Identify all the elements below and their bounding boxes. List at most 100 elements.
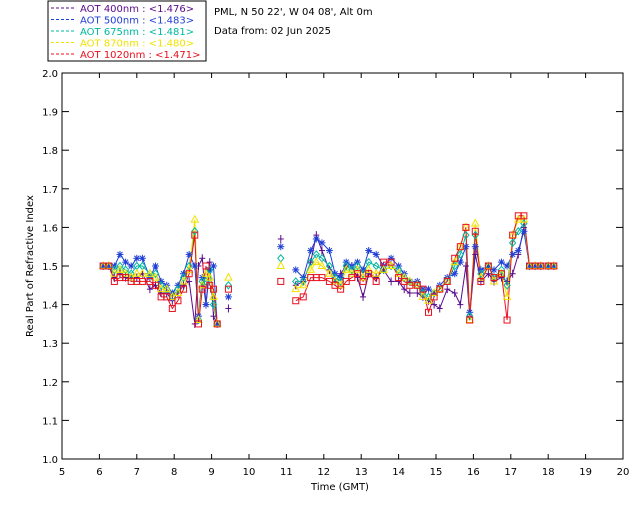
data-point (146, 285, 153, 294)
data-point (418, 291, 428, 300)
x-tick-label: 15 (430, 467, 443, 478)
data-point (145, 268, 155, 277)
data-point (224, 285, 232, 293)
data-point (394, 268, 403, 277)
data-point (202, 262, 210, 270)
data-point (325, 247, 333, 255)
y-tick-label: 1.1 (42, 416, 58, 427)
data-point (337, 285, 345, 293)
x-tick-label: 7 (134, 467, 140, 478)
data-point (202, 301, 210, 309)
data-point (201, 268, 211, 277)
data-point (205, 272, 215, 281)
data-point (162, 284, 172, 293)
data-point (395, 274, 403, 282)
y-axis-label: Real Part of Refractive Index (25, 195, 36, 337)
data-point (471, 227, 479, 235)
data-point (213, 320, 221, 328)
data-point (387, 258, 395, 266)
data-point (406, 289, 413, 298)
data-point (185, 270, 193, 278)
legend-label: AOT 400nm : <1.476> (80, 4, 194, 15)
data-point (122, 258, 130, 266)
data-point (312, 235, 320, 243)
data-point (158, 289, 165, 298)
data-point (424, 295, 433, 304)
y-tick-label: 1.7 (42, 185, 58, 196)
data-point (174, 284, 182, 294)
data-point (456, 258, 464, 266)
data-point (497, 258, 505, 266)
data-point (277, 234, 284, 243)
data-point (451, 270, 459, 278)
data-point (406, 281, 414, 289)
data-point (462, 230, 470, 240)
data-point (151, 272, 160, 281)
y-tick-label: 2.0 (42, 69, 58, 80)
data-point (146, 277, 154, 285)
x-tick-label: 14 (392, 467, 405, 478)
data-point (373, 273, 380, 282)
legend-box (47, 0, 207, 62)
legend-label: AOT 500nm : <1.483> (80, 16, 194, 27)
data-point (195, 320, 203, 328)
data-point (185, 261, 193, 271)
data-point (462, 262, 469, 270)
data-point (126, 272, 136, 281)
data-point (509, 250, 517, 258)
data-point (436, 304, 443, 313)
data-point (462, 223, 470, 231)
y-tick-label: 1.4 (42, 301, 58, 312)
data-point (348, 265, 356, 275)
x-tick-label: 16 (467, 467, 480, 478)
site-info-label: PML, N 50 22', W 04 08', Alt 0m (214, 7, 373, 18)
data-point (358, 272, 368, 281)
data-point (331, 281, 339, 289)
y-tick-label: 1.9 (42, 108, 58, 119)
data-point (451, 254, 459, 262)
data-point (379, 264, 388, 273)
data-point (395, 277, 402, 286)
data-point (298, 280, 308, 289)
data-point (318, 274, 326, 282)
data-point (292, 297, 300, 305)
data-point (291, 284, 301, 293)
data-point (360, 292, 367, 301)
data-point (173, 287, 183, 297)
data-point (520, 212, 528, 220)
data-point (186, 277, 193, 286)
data-point (336, 280, 345, 289)
data-point (514, 226, 522, 236)
data-point (365, 247, 373, 255)
data-point (110, 277, 118, 285)
data-point (277, 254, 285, 263)
data-point (299, 277, 307, 286)
data-point (371, 268, 381, 277)
data-point (477, 269, 485, 278)
date-label: Data from: 02 Jun 2025 (214, 26, 331, 37)
data-point (484, 262, 492, 270)
data-point (436, 285, 444, 293)
data-point (353, 264, 362, 273)
series-line (295, 215, 554, 321)
data-point (341, 264, 351, 273)
y-tick-label: 1.5 (42, 262, 58, 273)
data-point (372, 277, 380, 285)
data-point (174, 297, 182, 305)
data-point (198, 285, 206, 293)
x-tick-label: 13 (355, 467, 368, 478)
data-point (431, 300, 438, 309)
data-point (399, 272, 409, 281)
x-tick-label: 6 (96, 467, 102, 478)
data-point (503, 316, 511, 324)
data-point (224, 272, 233, 281)
data-point (342, 261, 350, 271)
data-point (105, 262, 113, 270)
data-point (179, 276, 188, 285)
data-point (224, 293, 232, 301)
data-point (401, 285, 408, 294)
data-point (497, 270, 505, 278)
data-point (477, 277, 485, 285)
data-point (466, 311, 474, 321)
